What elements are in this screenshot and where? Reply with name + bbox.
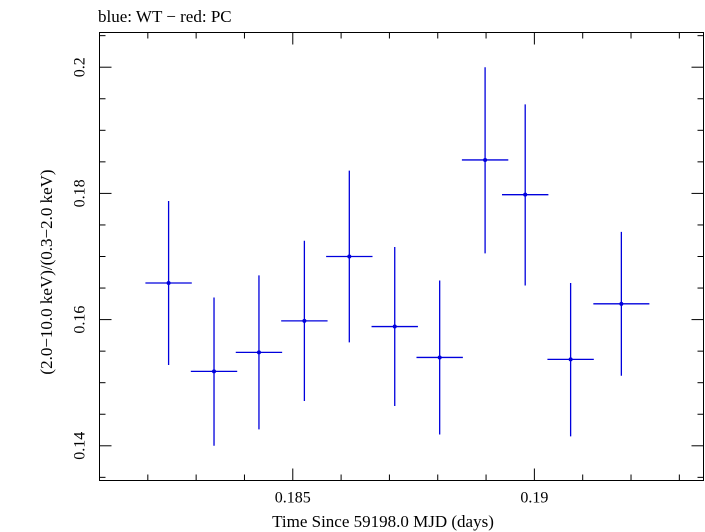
- data-point: [190, 297, 238, 446]
- data-point: [235, 275, 283, 430]
- point-marker: [302, 318, 307, 323]
- y-tick-label: 0.2: [72, 57, 89, 77]
- point-marker: [437, 355, 442, 360]
- point-marker: [619, 301, 624, 306]
- point-marker: [212, 369, 217, 374]
- data-point: [461, 67, 509, 254]
- tick-labels: 0.185 0.19 0.14 0.16 0.18 0.2: [72, 57, 549, 506]
- y-axis-label: (2.0−10.0 keV)/(0.3−2.0 keV): [37, 169, 56, 374]
- data-series: [145, 67, 650, 446]
- y-tick-label: 0.14: [72, 432, 89, 460]
- point-marker: [347, 254, 352, 259]
- plot-frame: [99, 32, 704, 481]
- axis-ticks: [99, 32, 704, 481]
- point-marker: [483, 157, 488, 162]
- x-tick-label: 0.19: [520, 490, 548, 507]
- data-point: [593, 231, 650, 376]
- data-point: [547, 283, 594, 437]
- point-marker: [166, 281, 171, 286]
- data-point: [281, 240, 328, 401]
- data-point: [502, 104, 549, 286]
- data-point: [416, 280, 463, 435]
- point-marker: [392, 324, 397, 329]
- point-marker: [256, 350, 261, 355]
- point-marker: [523, 192, 528, 197]
- x-tick-label: 0.185: [275, 490, 311, 507]
- data-point: [145, 200, 192, 366]
- data-point: [371, 247, 418, 407]
- y-tick-label: 0.18: [72, 179, 89, 207]
- point-marker: [568, 357, 573, 362]
- x-axis-label: Time Since 59198.0 MJD (days): [272, 512, 494, 531]
- data-point: [326, 170, 373, 343]
- y-tick-label: 0.16: [72, 306, 89, 334]
- chart-title: blue: WT − red: PC: [98, 7, 232, 26]
